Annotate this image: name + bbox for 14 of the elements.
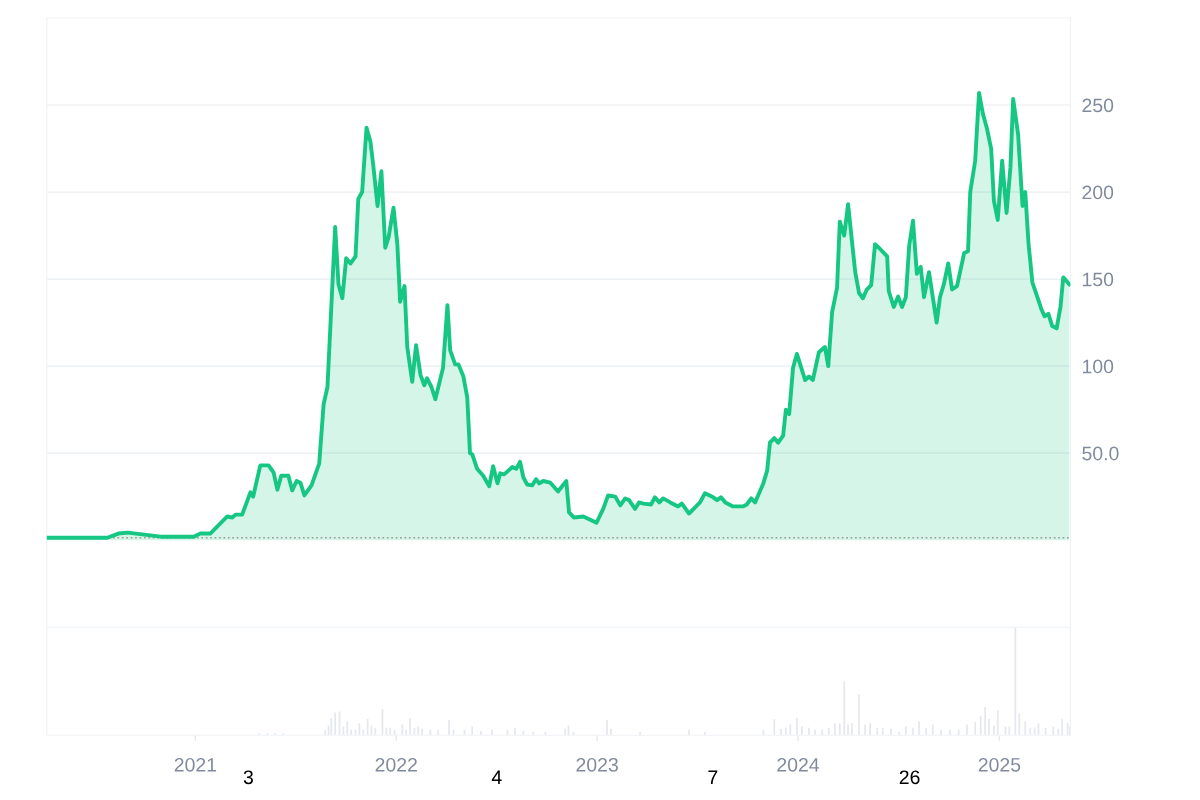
text: 7 [708,770,718,784]
text: 3 [243,770,253,785]
x-tick-label: 2021 [174,757,217,772]
y-tick-label: 200 [1082,185,1114,200]
x-tick-label: 2025 [978,757,1021,772]
y-tick-label: 250 [1082,98,1114,113]
x-tick-label: 2023 [576,757,618,772]
text: 4 [491,770,502,784]
y-tick-label: 150 [1082,272,1114,287]
x-tick-label: 2022 [375,757,417,772]
x-tick-label: 2024 [777,757,820,772]
text: 26 [899,770,920,785]
y-tick-label: 100 [1082,359,1114,374]
y-tick-label: 50.0 [1082,446,1119,461]
